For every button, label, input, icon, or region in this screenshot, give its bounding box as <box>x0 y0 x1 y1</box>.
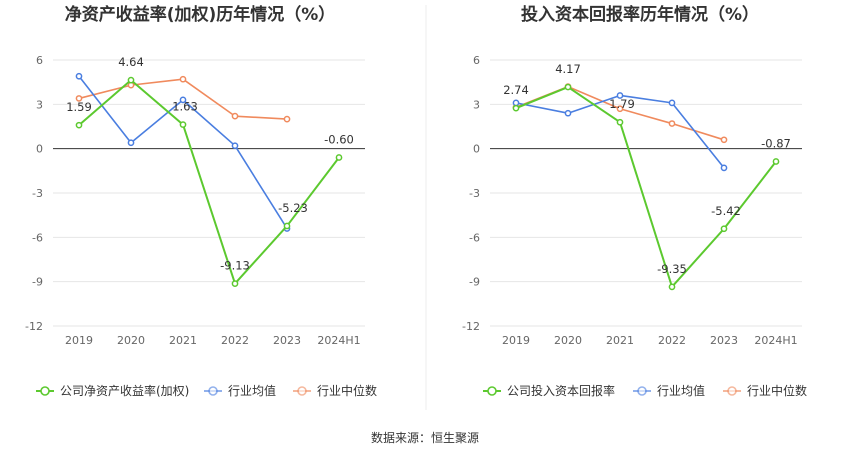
data-point <box>564 83 572 91</box>
legend-marker <box>297 386 307 396</box>
y-tick-label: 6 <box>473 54 480 67</box>
data-point <box>179 75 187 83</box>
y-tick-label: -6 <box>32 231 43 244</box>
data-point <box>231 142 239 150</box>
data-source: 数据来源：恒生聚源 <box>371 430 479 445</box>
data-label: -0.60 <box>324 133 354 147</box>
data-point <box>564 109 572 117</box>
data-label: 4.64 <box>118 55 144 69</box>
x-tick-label: 2022 <box>658 334 686 347</box>
legend-marker <box>40 386 50 396</box>
legend-item: 行业中位数 <box>293 383 377 398</box>
data-point <box>283 222 291 230</box>
y-tick-label: 3 <box>473 98 480 111</box>
data-point <box>512 104 520 112</box>
legend-marker <box>208 386 218 396</box>
x-tick-label: 2020 <box>554 334 582 347</box>
x-tick-label: 2023 <box>273 334 301 347</box>
y-tick-label: 3 <box>36 98 43 111</box>
legend-marker <box>727 386 737 396</box>
y-tick-label: -6 <box>469 231 480 244</box>
y-tick-label: -9 <box>469 276 480 289</box>
data-point <box>668 99 676 107</box>
legend-label: 公司净资产收益率(加权) <box>60 383 189 398</box>
data-point <box>616 92 624 99</box>
x-tick-label: 2024H1 <box>317 334 360 347</box>
x-tick-label: 2021 <box>169 334 197 347</box>
data-point <box>512 99 520 107</box>
data-label: 1.59 <box>66 100 92 114</box>
legend-item: 公司净资产收益率(加权) <box>36 383 189 398</box>
data-label: 1.63 <box>172 100 198 114</box>
data-point <box>772 158 780 165</box>
y-tick-label: -9 <box>32 276 43 289</box>
x-tick-label: 2022 <box>221 334 249 347</box>
legend-label: 行业中位数 <box>747 383 807 398</box>
x-tick-label: 2019 <box>502 334 530 347</box>
chart-panel-1: 净资产收益率(加权)历年情况（%） 6 3 0 -3 -6 -9 -12 2019 2020 202… <box>25 4 377 398</box>
data-point <box>720 164 728 172</box>
data-label: -5.23 <box>278 201 308 215</box>
y-tick-label: -12 <box>462 320 480 333</box>
data-point <box>75 121 83 129</box>
data-point <box>127 139 135 147</box>
legend-label: 行业均值 <box>657 383 705 398</box>
legend-item: 行业中位数 <box>723 383 807 398</box>
data-label: 4.17 <box>555 62 581 76</box>
data-point <box>179 121 187 128</box>
y-tick-label: -3 <box>469 187 480 200</box>
data-label: -5.42 <box>711 204 741 218</box>
legend-label: 行业中位数 <box>317 383 377 398</box>
data-label: -9.35 <box>657 262 687 276</box>
y-tick-label: -3 <box>32 187 43 200</box>
legend-label: 公司投入资本回报率 <box>507 383 615 398</box>
x-tick-label: 2024H1 <box>754 334 797 347</box>
data-point <box>335 154 343 161</box>
data-point <box>283 115 291 123</box>
series-line-company <box>78 79 340 285</box>
legend-item: 行业均值 <box>204 383 276 398</box>
y-tick-label: 6 <box>36 54 43 67</box>
y-tick-label: 0 <box>36 143 43 156</box>
x-tick-label: 2020 <box>117 334 145 347</box>
x-tick-label: 2023 <box>710 334 738 347</box>
data-point <box>231 280 239 287</box>
data-point <box>75 72 83 80</box>
x-tick-label: 2021 <box>606 334 634 347</box>
x-tick-label: 2019 <box>65 334 93 347</box>
data-label: -9.13 <box>220 259 250 273</box>
data-point <box>668 120 676 127</box>
data-point <box>720 136 728 144</box>
data-label: 2.74 <box>503 83 529 97</box>
legend-label: 行业均值 <box>228 383 276 398</box>
legend-marker <box>637 386 647 396</box>
data-point <box>231 112 239 120</box>
legend-item: 行业均值 <box>633 383 705 398</box>
data-point <box>720 225 728 233</box>
series-line-company <box>515 86 777 288</box>
legend-marker <box>487 386 497 396</box>
chart-panel-2: 投入资本回报率历年情况（%） 6 3 0 -3 -6 -9 -12 2019 2020 2021 20… <box>462 4 807 398</box>
data-point <box>616 105 624 113</box>
chart-title: 投入资本回报率历年情况（%） <box>521 4 759 25</box>
legend-item: 公司投入资本回报率 <box>483 383 615 398</box>
y-tick-label: -12 <box>25 320 43 333</box>
data-point <box>668 283 676 291</box>
data-label: 1.79 <box>609 97 635 111</box>
data-point <box>75 95 83 102</box>
data-point <box>127 76 135 84</box>
data-label: -0.87 <box>761 137 791 151</box>
y-tick-label: 0 <box>473 143 480 156</box>
data-point <box>179 96 187 104</box>
data-point <box>616 118 624 126</box>
chart-title: 净资产收益率(加权)历年情况（%） <box>65 4 336 25</box>
